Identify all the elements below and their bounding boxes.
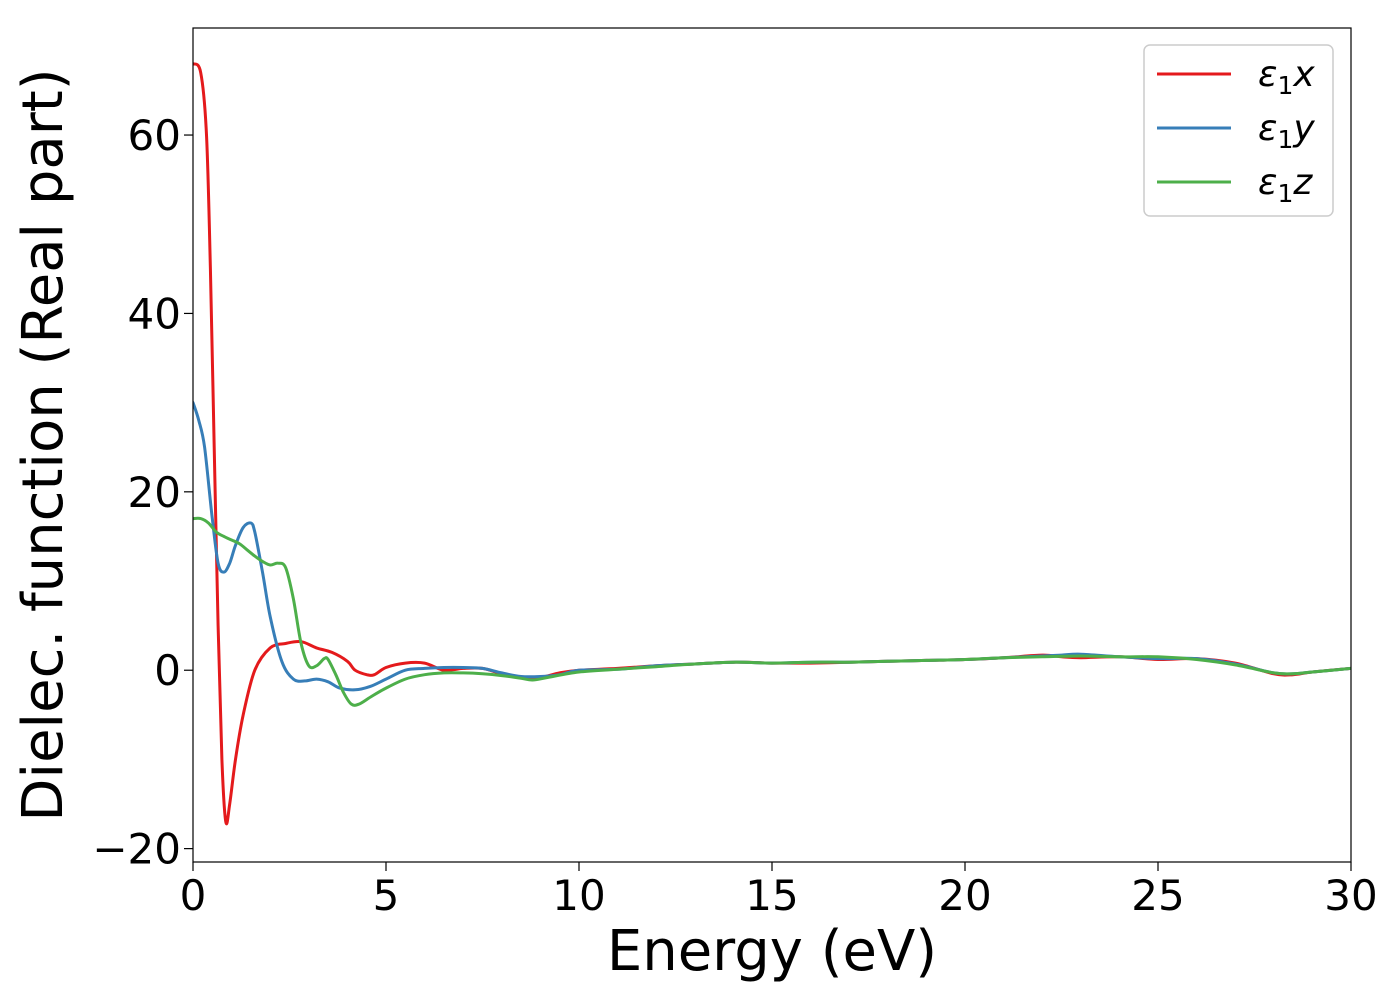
plot-lines <box>193 62 1351 826</box>
legend-label-y: ε1y <box>1258 108 1315 154</box>
x-tick-label: 20 <box>938 871 991 920</box>
x-tick-label: 10 <box>552 871 605 920</box>
legend-box <box>1143 44 1334 217</box>
y-tick-label: 20 <box>128 468 181 517</box>
x-tick-label: 0 <box>180 871 207 920</box>
series-line-z <box>193 516 1351 707</box>
x-tick-label: 30 <box>1324 871 1377 920</box>
y-tick-label: 0 <box>154 646 181 695</box>
y-tick-label: 60 <box>128 111 181 160</box>
legend-label-z: ε1z <box>1258 162 1313 208</box>
legend-label-x: ε1x <box>1258 54 1315 100</box>
x-tick-label: 5 <box>373 871 400 920</box>
y-axis-label: Dielec. function (Real part) <box>11 68 76 821</box>
x-tick-label: 15 <box>745 871 798 920</box>
x-axis: 0 5 10 15 20 25 30 <box>180 862 1378 920</box>
x-tick-label: 25 <box>1131 871 1184 920</box>
y-tick-label: 40 <box>128 289 181 338</box>
x-axis-label: Energy (eV) <box>607 919 937 984</box>
y-axis: −20 0 20 40 60 <box>92 111 193 874</box>
y-tick-label: −20 <box>92 825 181 874</box>
legend: ε1x ε1y ε1z <box>1143 44 1334 217</box>
series-line-y <box>193 401 1351 692</box>
